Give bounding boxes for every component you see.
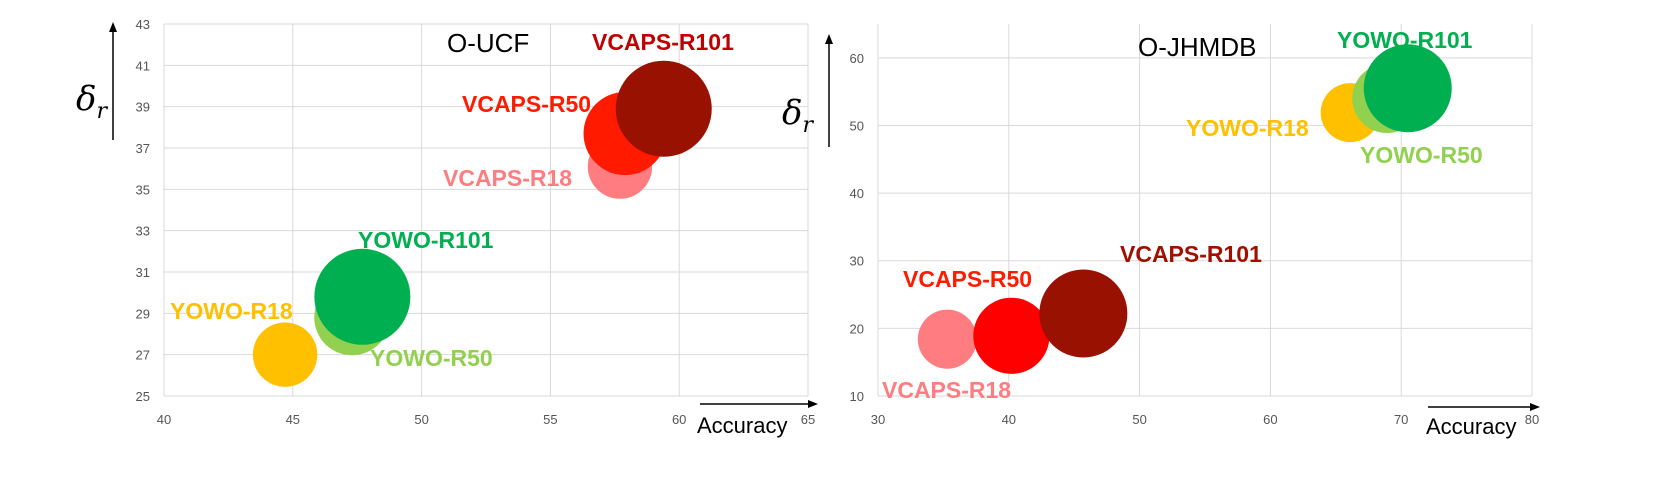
- bubble-label-vcaps-r50: VCAPS-R50: [903, 266, 1032, 292]
- x-tick-label: 70: [1394, 412, 1408, 427]
- chart-title: O-JHMDB: [1138, 32, 1256, 62]
- chart-panel-2: 10 20 30 40 50 60 30 40 50 60 70 80 O-JHMDB δr Accurac…: [782, 24, 1540, 439]
- x-axis-label: Accuracy: [1426, 414, 1516, 439]
- y-axis-label-subscript: r: [802, 113, 814, 138]
- bubble-label-yowo-r18: YOWO-R18: [170, 298, 293, 324]
- bubble-label-vcaps-r101: VCAPS-R101: [592, 29, 734, 55]
- y-tick-label: 50: [850, 118, 864, 133]
- bubble-yowo-r18: [252, 322, 318, 387]
- x-tick-label: 40: [157, 412, 171, 427]
- y-axis-label: δr: [782, 93, 814, 138]
- bubble-label-vcaps-r50: VCAPS-R50: [462, 91, 591, 117]
- x-tick-label: 65: [801, 412, 815, 427]
- y-tick-label: 43: [136, 17, 150, 32]
- y-tick-label: 20: [850, 321, 864, 336]
- bubble-yowo-r101: [1363, 44, 1452, 133]
- bubble-label-vcaps-r101: VCAPS-R101: [1120, 241, 1262, 267]
- y-tick-label: 29: [136, 306, 150, 321]
- bubble-label-vcaps-r18: VCAPS-R18: [882, 377, 1011, 403]
- x-tick-label: 80: [1525, 412, 1539, 427]
- x-tick-label: 50: [1132, 412, 1146, 427]
- x-axis-arrowhead: [1530, 403, 1540, 411]
- x-axis-label: Accuracy: [697, 413, 787, 438]
- bubble-vcaps-r18: [917, 309, 977, 369]
- y-axis-arrowhead: [825, 34, 833, 44]
- x-tick-label: 60: [672, 412, 686, 427]
- y-tick-label: 39: [136, 100, 150, 115]
- x-axis-arrowhead: [808, 400, 818, 408]
- bubble-yowo-r101: [314, 248, 411, 345]
- bubble-vcaps-r50: [973, 297, 1050, 374]
- bubble-vcaps-r101: [1039, 269, 1128, 358]
- x-tick-label: 50: [414, 412, 428, 427]
- chart-panel-1: 25 27 29 31 33 35 37 39 41 43 40 45 50 55 60 65 O-UCF δr A…: [76, 17, 818, 438]
- y-tick-label: 27: [136, 348, 150, 363]
- y-axis-label-subscript: r: [96, 99, 108, 124]
- y-axis-arrowhead: [109, 22, 117, 32]
- x-tick-label: 60: [1263, 412, 1277, 427]
- bubble-label-yowo-r101: YOWO-R101: [358, 227, 494, 253]
- bubble-label-yowo-r18: YOWO-R18: [1186, 115, 1309, 141]
- x-tick-label: 55: [543, 412, 557, 427]
- y-tick-label: 60: [850, 51, 864, 66]
- bubble-label-yowo-r50: YOWO-R50: [370, 345, 493, 371]
- bubble-label-vcaps-r18: VCAPS-R18: [443, 165, 572, 191]
- x-tick-label: 45: [286, 412, 300, 427]
- x-tick-label: 30: [871, 412, 885, 427]
- y-tick-label: 33: [136, 224, 150, 239]
- y-tick-label: 37: [136, 141, 150, 156]
- bubble-label-yowo-r101: YOWO-R101: [1337, 27, 1473, 53]
- x-tick-label: 40: [1002, 412, 1016, 427]
- y-tick-label: 10: [850, 389, 864, 404]
- chart-title: O-UCF: [447, 28, 529, 58]
- y-axis-label: δr: [76, 79, 108, 124]
- y-tick-label: 31: [136, 265, 150, 280]
- y-tick-label: 35: [136, 182, 150, 197]
- bubble-vcaps-r101: [615, 60, 712, 157]
- y-tick-label: 41: [136, 58, 150, 73]
- y-tick-label: 30: [850, 254, 864, 269]
- bubble-label-yowo-r50: YOWO-R50: [1360, 142, 1483, 168]
- y-tick-label: 25: [136, 389, 150, 404]
- y-tick-label: 40: [850, 186, 864, 201]
